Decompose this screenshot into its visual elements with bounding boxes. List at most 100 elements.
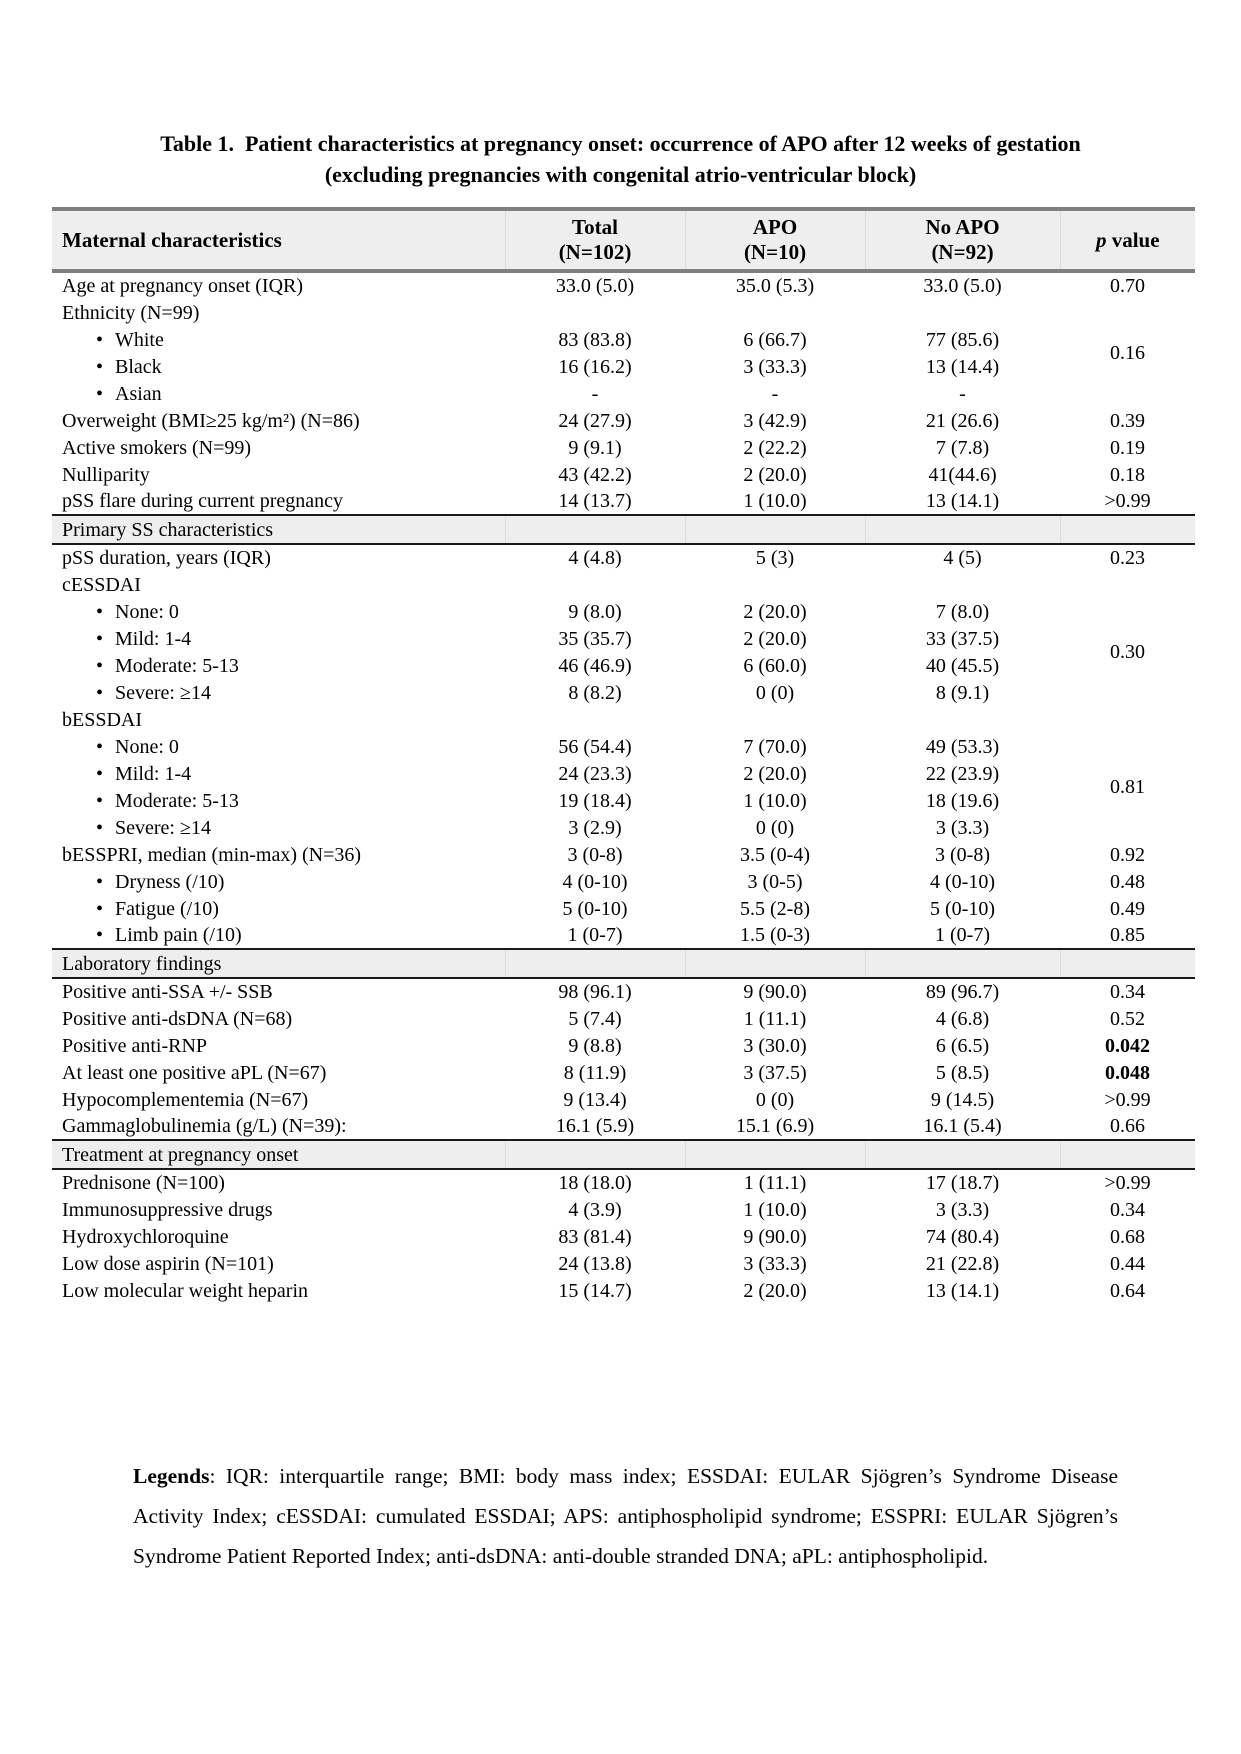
noapo-value: 6 (6.5) (935, 1034, 990, 1057)
total-value: 16 (16.2) (558, 355, 632, 378)
row-label-text: cESSDAI (62, 573, 141, 596)
apo-value (685, 706, 865, 733)
section-row: Primary SS characteristics (52, 515, 1195, 544)
apo-value: 0 (0) (755, 681, 795, 704)
p-value: 0.39 (1110, 409, 1145, 432)
section-row: Laboratory findings (52, 949, 1195, 978)
total-value: 4 (3.9) (568, 1198, 622, 1221)
row-label: Gammaglobulinemia (g/L) (N=39): (52, 1113, 505, 1140)
section-row: Treatment at pregnancy onset (52, 1140, 1195, 1169)
legend-text: : IQR: interquartile range; BMI: body ma… (133, 1464, 1118, 1568)
p-value: 0.68 (1110, 1225, 1145, 1248)
row-label: Nulliparity (52, 461, 505, 488)
total-value: 3 (2.9) (568, 816, 622, 839)
p-value: 0.48 (1110, 870, 1145, 893)
header-maternal-characteristics: Maternal characteristics (52, 209, 505, 271)
total-value: 98 (96.1) (558, 981, 632, 1003)
row-label: Prednisone (N=100) (52, 1169, 505, 1196)
total-value (505, 571, 685, 598)
table-row: cESSDAI (52, 571, 1195, 598)
noapo-value: 77 (85.6) (925, 328, 1000, 351)
total-value: 15 (14.7) (558, 1279, 632, 1302)
section-cell (504, 1140, 685, 1169)
apo-value: 35.0 (5.3) (735, 275, 815, 297)
table-title: Table 1. Patient characteristics at preg… (70, 128, 1171, 190)
row-label: Immunosuppressive drugs (52, 1196, 505, 1223)
total-value: 19 (18.4) (558, 789, 632, 812)
table-row: Age at pregnancy onset (IQR) 33.0 (5.0) 35… (52, 271, 1195, 299)
total-value: 9 (8.0) (568, 600, 622, 623)
row-label-text: Limb pain (/10) (115, 924, 242, 946)
noapo-value: 4 (0-10) (930, 870, 995, 893)
noapo-value: 7 (7.8) (935, 436, 990, 459)
bullet-icon: • (96, 735, 104, 758)
apo-value: 15.1 (6.9) (735, 1115, 815, 1137)
apo-value (685, 571, 865, 598)
total-value: 9 (13.4) (563, 1088, 627, 1111)
section-cell (684, 949, 865, 978)
row-label: Overweight (BMI≥25 kg/m²) (N=86) (52, 407, 505, 434)
p-value (1060, 571, 1195, 598)
row-label: • Black (52, 353, 505, 380)
p-value: 0.34 (1110, 1198, 1145, 1221)
section-cell (1059, 949, 1195, 978)
row-label: • Severe: ≥14 (52, 679, 505, 706)
total-value: 9 (9.1) (568, 436, 622, 459)
row-label: pSS duration, years (IQR) (52, 544, 505, 571)
header-no-apo-line1: No APO (925, 215, 1000, 239)
row-label: • None: 0 (52, 733, 505, 760)
row-label-text: bESSPRI, median (min-max) (N=36) (62, 843, 362, 866)
apo-value: 9 (90.0) (743, 1225, 807, 1248)
table-row: Gammaglobulinemia (g/L) (N=39): 16.1 (5.9… (52, 1113, 1195, 1140)
apo-value: 1 (11.1) (743, 1172, 807, 1194)
row-label: Hypocomplementemia (N=67) (52, 1086, 505, 1113)
header-total-column: Total (N=102) (504, 209, 685, 271)
table-row: Hypocomplementemia (N=67) 9 (13.4) 0 (0) 9 … (52, 1086, 1195, 1113)
section-cell (504, 515, 685, 544)
bullet-icon: • (96, 328, 104, 351)
apo-value (685, 299, 865, 326)
table-row: Overweight (BMI≥25 kg/m²) (N=86) 24 (27.9… (52, 407, 1195, 434)
noapo-value (865, 706, 1060, 733)
row-label-text: Low molecular weight heparin (62, 1279, 309, 1302)
noapo-value: 7 (8.0) (935, 600, 990, 623)
row-label-text: Mild: 1-4 (115, 627, 192, 650)
total-value: 24 (13.8) (558, 1252, 632, 1275)
total-value: 1 (0-7) (567, 924, 623, 946)
row-label: • Fatigue (/10) (52, 895, 505, 922)
noapo-value: 89 (96.7) (925, 981, 1000, 1003)
row-label: cESSDAI (52, 571, 505, 598)
row-label-text: Hydroxychloroquine (62, 1225, 229, 1248)
row-label: Low dose aspirin (N=101) (52, 1250, 505, 1277)
section-cell (504, 949, 685, 978)
row-label-text: pSS flare during current pregnancy (62, 490, 344, 512)
total-value (505, 706, 685, 733)
row-label: Positive anti-dsDNA (N=68) (52, 1005, 505, 1032)
row-label-text: bESSDAI (62, 708, 143, 731)
row-label-text: Moderate: 5-13 (115, 654, 239, 677)
noapo-value: 1 (0-7) (935, 924, 990, 946)
table-row: At least one positive aPL (N=67) 8 (11.9)… (52, 1059, 1195, 1086)
p-value: 0.66 (1110, 1115, 1145, 1137)
table-title-line2: (excluding pregnancies with congenital a… (324, 162, 917, 187)
row-label-text: Asian (115, 382, 162, 405)
header-no-apo-column: No APO (N=92) (864, 209, 1060, 271)
table-header-row: Maternal characteristics Total (N=102) A… (52, 209, 1195, 271)
p-value: 0.70 (1110, 275, 1145, 297)
apo-value: 3 (42.9) (743, 409, 807, 432)
bullet-icon: • (96, 870, 104, 893)
bullet-icon: • (96, 681, 104, 704)
header-label-text: Maternal characteristics (62, 227, 282, 252)
table-row: • Mild: 1-4 35 (35.7) 2 (20.0) 33 (37.5) (52, 625, 1195, 652)
legend-paragraph: Legends: IQR: interquartile range; BMI: … (133, 1456, 1118, 1576)
noapo-value: 3 (0-8) (935, 843, 990, 866)
table-row: • Mild: 1-4 24 (23.3) 2 (20.0) 22 (23.9) (52, 760, 1195, 787)
header-p-rest: value (1106, 227, 1160, 252)
section-label: Primary SS characteristics (62, 518, 274, 541)
row-label: At least one positive aPL (N=67) (52, 1059, 505, 1086)
table-row: Prednisone (N=100) 18 (18.0) 1 (11.1) 17 (1… (52, 1169, 1195, 1196)
row-label: Positive anti-SSA +/- SSB (52, 978, 505, 1005)
p-value: 0.23 (1110, 547, 1145, 569)
bullet-icon: • (96, 789, 104, 812)
table-row: Immunosuppressive drugs 4 (3.9) 1 (10.0) 3 … (52, 1196, 1195, 1223)
